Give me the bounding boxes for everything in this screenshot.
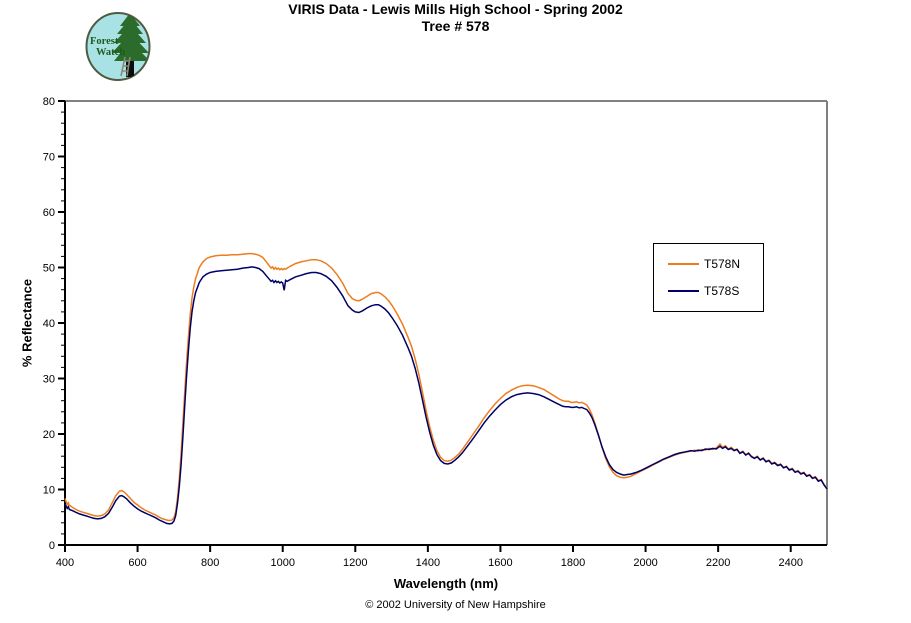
chart-subtitle: Tree # 578	[421, 18, 490, 34]
legend-label-t578n: T578N	[704, 256, 741, 271]
series-line-t578s	[64, 266, 828, 525]
logo-tree-icon	[112, 13, 150, 77]
svg-text:60: 60	[43, 207, 55, 219]
svg-text:400: 400	[56, 557, 74, 569]
chart-header: VIRIS Data - Lewis Mills High School - S…	[0, 0, 911, 35]
svg-text:600: 600	[128, 557, 146, 569]
svg-text:800: 800	[201, 557, 219, 569]
forestwatch-logo: Forest Watch	[85, 12, 151, 81]
legend-line-swatch-t578n	[668, 262, 699, 265]
svg-text:2200: 2200	[706, 557, 730, 569]
svg-text:80: 80	[43, 96, 55, 108]
svg-text:50: 50	[43, 263, 55, 275]
legend-box: T578N T578S	[653, 243, 764, 312]
svg-text:20: 20	[43, 429, 55, 441]
svg-text:30: 30	[43, 374, 55, 386]
svg-text:2000: 2000	[633, 557, 657, 569]
svg-text:1600: 1600	[488, 557, 512, 569]
legend-line-swatch-t578s	[668, 290, 699, 293]
copyright-note: © 2002 University of New Hampshire	[365, 599, 546, 611]
legend-label-t578s: T578S	[704, 284, 740, 299]
svg-text:40: 40	[43, 318, 55, 330]
svg-text:0: 0	[49, 540, 55, 552]
legend-entry-t578n: T578N	[668, 257, 763, 271]
chart-title: VIRIS Data - Lewis Mills High School - S…	[288, 1, 623, 17]
svg-text:70: 70	[43, 152, 55, 164]
x-axis-title: Wavelength (nm)	[393, 576, 499, 591]
logo-text-watch: Watch	[96, 47, 125, 58]
legend-entry-t578s: T578S	[668, 284, 763, 298]
logo-ladder-icon	[120, 56, 131, 77]
svg-text:10: 10	[43, 485, 55, 497]
svg-text:2400: 2400	[778, 557, 802, 569]
svg-text:1200: 1200	[343, 557, 367, 569]
svg-text:1800: 1800	[561, 557, 585, 569]
svg-text:1400: 1400	[416, 557, 440, 569]
logo-text-forest: Forest	[90, 36, 119, 47]
series-line-t578n	[64, 252, 828, 522]
svg-text:1000: 1000	[270, 557, 294, 569]
y-axis-title: % Reflectance	[19, 278, 35, 368]
